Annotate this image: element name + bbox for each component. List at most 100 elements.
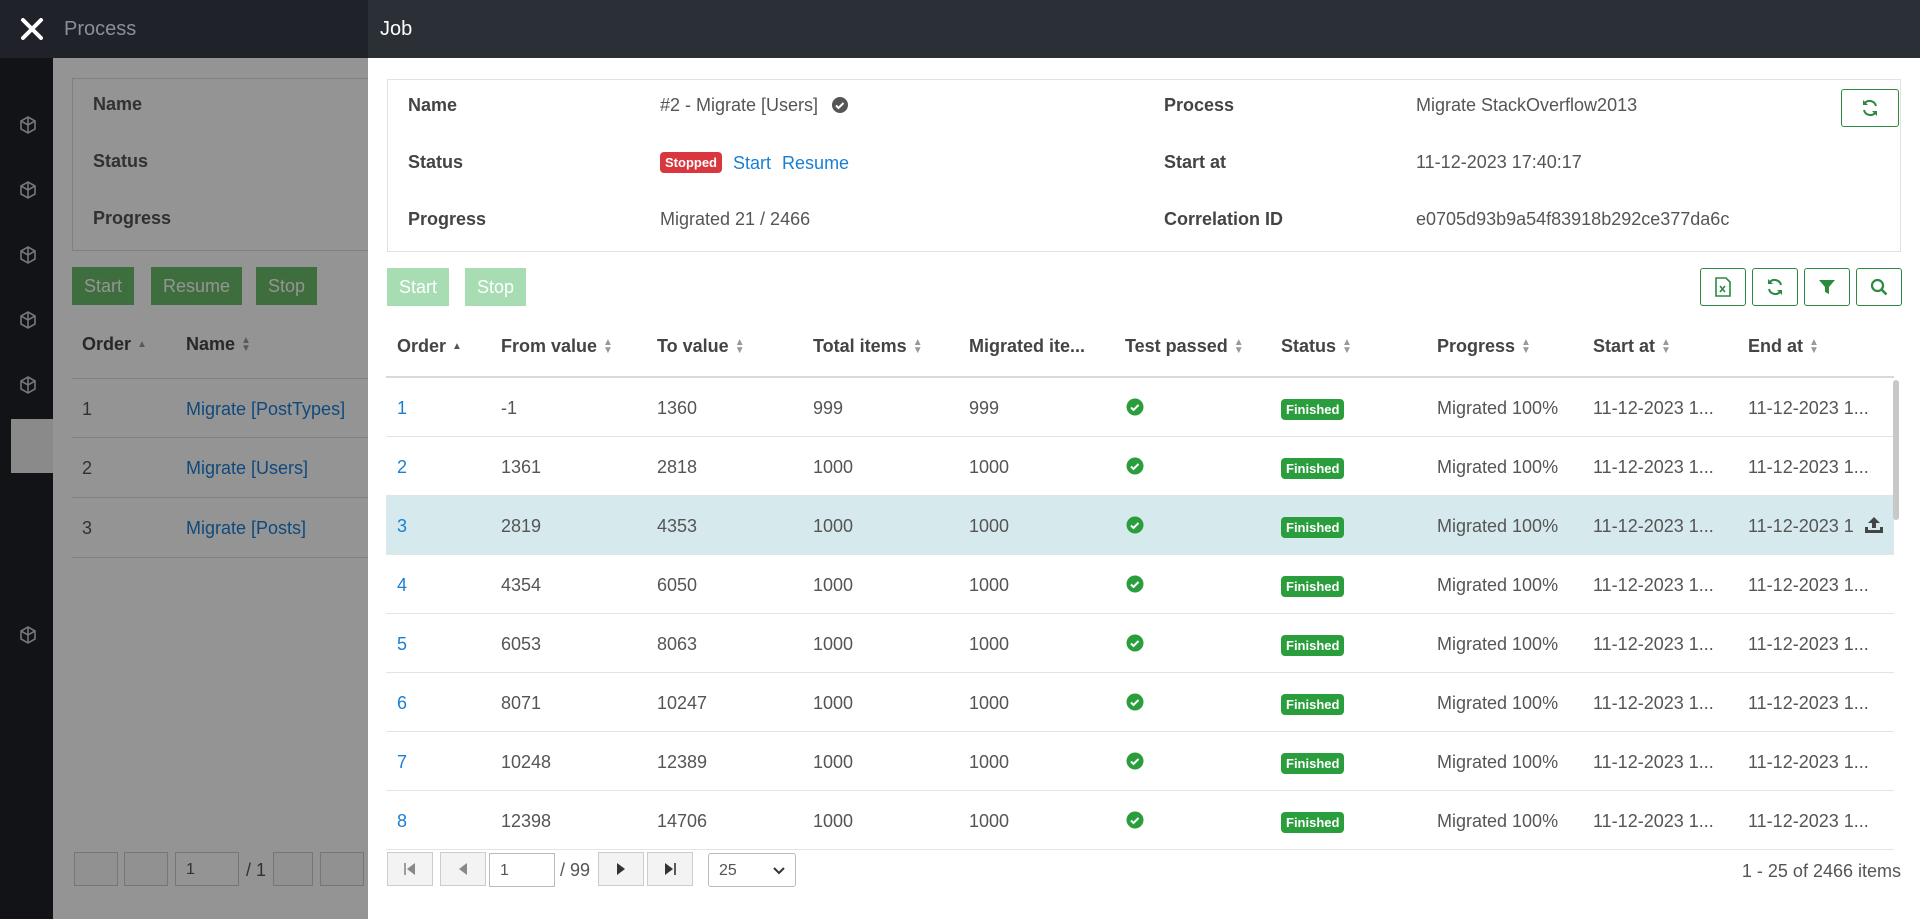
status-label: Status: [408, 152, 464, 172]
cell-start-at: 11-12-2023 1...: [1593, 693, 1714, 713]
field-label: Name: [93, 94, 143, 114]
row-name-link[interactable]: Migrate [PostTypes]: [186, 399, 346, 419]
close-button[interactable]: [0, 0, 64, 58]
export-excel-button[interactable]: [1700, 268, 1746, 306]
cube-icon[interactable]: [18, 245, 38, 265]
cell-start-at: 11-12-2023 1...: [1593, 516, 1714, 536]
check-circle-icon: [1126, 516, 1144, 534]
search-button[interactable]: [1856, 268, 1902, 306]
start-button[interactable]: Start: [387, 268, 450, 306]
check-circle-icon: [1126, 752, 1144, 770]
cell-progress: Migrated 100%: [1437, 575, 1559, 595]
refresh-table-button[interactable]: [1752, 268, 1798, 306]
column-header-status[interactable]: Status ▲ ▼: [1281, 336, 1352, 357]
table-scrollbar[interactable]: [1893, 380, 1899, 520]
table-row[interactable]: 1 Migrate [PostTypes]: [72, 378, 382, 438]
column-header-from-value[interactable]: From value ▲ ▼: [501, 336, 613, 357]
row-name-link[interactable]: Migrate [Posts]: [186, 518, 307, 538]
cube-icon[interactable]: [18, 375, 38, 395]
column-header-start-at[interactable]: Start at ▲ ▼: [1593, 336, 1671, 357]
last-page-button[interactable]: [320, 852, 364, 886]
table-row[interactable]: 3 Migrate [Posts]: [72, 498, 382, 558]
filter-button[interactable]: [1804, 268, 1850, 306]
cell-progress: Migrated 100%: [1437, 457, 1559, 477]
cell-total-items: 1000: [813, 752, 854, 772]
cell-order-link[interactable]: 7: [397, 752, 408, 772]
column-header-order[interactable]: Order ▲: [397, 336, 462, 356]
table-row[interactable]: 7 10248 12389 1000 1000 Finished Migrated 100%…: [386, 732, 1894, 791]
next-page-button[interactable]: [273, 852, 313, 886]
sort-icon: ▲ ▼: [1342, 337, 1352, 357]
column-header-test-passed[interactable]: Test passed ▲ ▼: [1125, 336, 1244, 357]
cell-from-value: 8071: [501, 693, 542, 713]
column-header-end-at[interactable]: End at ▲ ▼: [1748, 336, 1819, 357]
cell-order-link[interactable]: 4: [397, 575, 408, 595]
table-row[interactable]: 1 -1 1360 999 999 Finished Migrated 100% 11-12-…: [386, 378, 1894, 437]
table-row[interactable]: 5 6053 8063 1000 1000 Finished Migrated 100% 11…: [386, 614, 1894, 673]
sort-icon: ▲ ▼: [1661, 337, 1671, 357]
sort-icon: ▲ ▼: [912, 337, 923, 357]
cell-end-at: 11-12-2023 1...: [1748, 575, 1869, 595]
table-row[interactable]: 6 8071 10247 1000 1000 Finished Migrated 100% 1…: [386, 673, 1894, 732]
cube-icon[interactable]: [18, 115, 38, 135]
cell-migrated-items: 1000: [969, 516, 1010, 536]
refresh-icon: [1863, 99, 1877, 117]
cell-order-link[interactable]: 1: [397, 398, 408, 418]
column-header-migrated-items[interactable]: Migrated ite...: [969, 336, 1086, 356]
table-row[interactable]: 3 2819 4353 1000 1000 Finished Migrated 100% 11…: [386, 496, 1894, 555]
cell-end-at: 11-12-2023 1...: [1748, 752, 1869, 772]
cell-total-items: 1000: [813, 634, 854, 654]
page-input[interactable]: 1: [175, 852, 239, 886]
cell-total-items: 1000: [813, 457, 854, 477]
cell-migrated-items: 1000: [969, 811, 1010, 831]
check-circle-icon: [832, 97, 849, 113]
first-page-button[interactable]: [387, 852, 433, 886]
last-page-button[interactable]: [647, 852, 693, 886]
cell-order-link[interactable]: 5: [397, 634, 408, 654]
column-header-progress[interactable]: Progress ▲ ▼: [1437, 336, 1531, 357]
table-row[interactable]: 4 4354 6050 1000 1000 Finished Migrated 100% 11…: [386, 555, 1894, 614]
cube-icon[interactable]: [18, 180, 38, 200]
column-header-name[interactable]: Name ▲ ▼: [186, 334, 251, 355]
cell-order-link[interactable]: 2: [397, 457, 408, 477]
cube-icon[interactable]: [18, 625, 38, 645]
cell-order-link[interactable]: 3: [397, 516, 408, 536]
cell-order-link[interactable]: 8: [397, 811, 408, 831]
prev-page-button[interactable]: [124, 852, 168, 886]
column-header-order[interactable]: Order ▲: [82, 334, 147, 354]
cell-to-value: 6050: [657, 575, 698, 595]
table-row[interactable]: 2 Migrate [Users]: [72, 438, 382, 498]
correlation-id-label: Correlation ID: [1164, 209, 1284, 229]
status-badge: Finished: [1281, 635, 1345, 656]
page-input[interactable]: 1: [489, 853, 555, 887]
search-icon: [1870, 278, 1888, 296]
column-header-to-value[interactable]: To value ▲ ▼: [657, 336, 745, 357]
cell-from-value: 1361: [501, 457, 542, 477]
stop-button[interactable]: Stop: [256, 267, 318, 305]
cell-from-value: -1: [501, 398, 518, 418]
page-total: / 99: [560, 860, 591, 880]
stop-button[interactable]: Stop: [465, 268, 527, 306]
first-page-button[interactable]: [74, 852, 118, 886]
table-row[interactable]: 2 1361 2818 1000 1000 Finished Migrated 100% 11…: [386, 437, 1894, 496]
cube-icon[interactable]: [18, 310, 38, 330]
cell-end-at: 11-12-2023 1...: [1748, 693, 1869, 713]
row-name-link[interactable]: Migrate [Users]: [186, 458, 309, 478]
resume-link[interactable]: Resume: [782, 153, 850, 173]
prev-page-button[interactable]: [440, 852, 486, 886]
cell-order-link[interactable]: 6: [397, 693, 408, 713]
process-label: Process: [1164, 95, 1235, 115]
cell-to-value: 1360: [657, 398, 698, 418]
refresh-job-button[interactable]: [1841, 89, 1899, 127]
cell-start-at: 11-12-2023 1...: [1593, 575, 1714, 595]
upload-icon[interactable]: [1863, 515, 1885, 535]
cell-migrated-items: 1000: [969, 634, 1010, 654]
resume-button[interactable]: Resume: [151, 267, 243, 305]
next-page-button[interactable]: [598, 852, 644, 886]
column-header-total-items[interactable]: Total items ▲ ▼: [813, 336, 923, 357]
page-size-select[interactable]: 25: [708, 853, 796, 887]
start-link[interactable]: Start: [733, 153, 772, 173]
start-button[interactable]: Start: [72, 267, 135, 305]
table-row[interactable]: 8 12398 14706 1000 1000 Finished Migrated 100%…: [386, 791, 1894, 850]
status-badge: Finished: [1281, 753, 1345, 774]
